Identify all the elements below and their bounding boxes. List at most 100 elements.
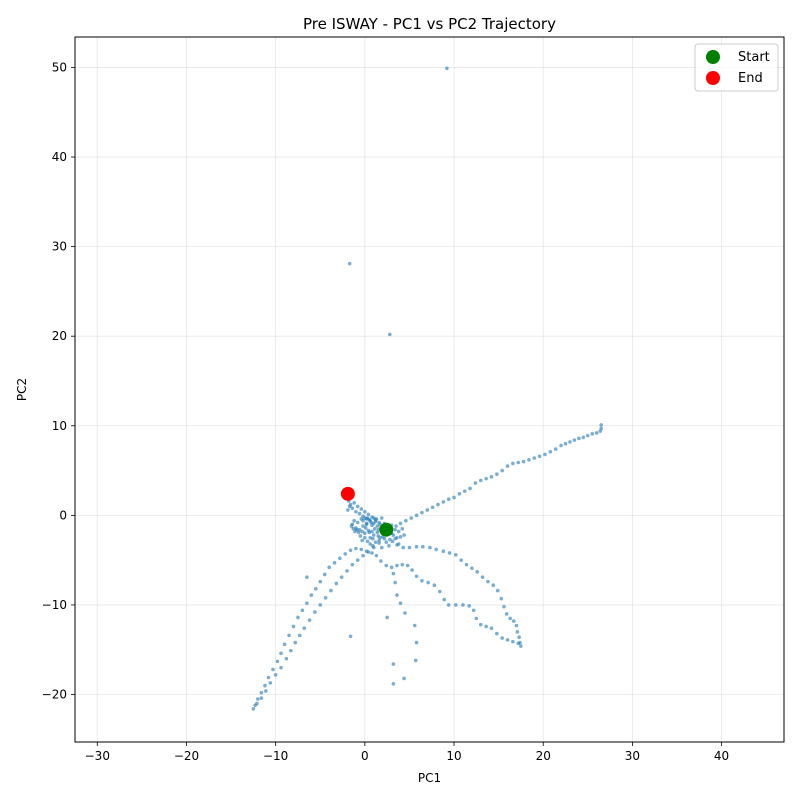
trajectory-point bbox=[282, 642, 287, 647]
trajectory-point bbox=[363, 516, 367, 520]
trajectory-point bbox=[371, 544, 375, 548]
trajectory-point bbox=[414, 574, 419, 579]
trajectory-point bbox=[377, 541, 381, 545]
legend: Start End bbox=[694, 43, 779, 92]
trajectory-point bbox=[279, 651, 283, 656]
trajectory-point bbox=[516, 641, 521, 646]
trajectory-point bbox=[527, 458, 531, 462]
trajectory-point bbox=[454, 552, 458, 557]
trajectory-point bbox=[366, 550, 371, 554]
trajectory-point bbox=[394, 524, 398, 528]
y-tick-label: 20 bbox=[52, 329, 67, 343]
trajectory-point bbox=[598, 429, 603, 433]
trajectory-point bbox=[428, 545, 432, 550]
trajectory-point bbox=[318, 603, 323, 607]
trajectory-point bbox=[305, 575, 309, 579]
trajectory-point bbox=[368, 542, 372, 546]
trajectory-point bbox=[259, 696, 264, 700]
trajectory-point bbox=[287, 633, 291, 638]
trajectory-point bbox=[461, 603, 465, 607]
trajectory-point bbox=[374, 553, 379, 558]
trajectory-point bbox=[464, 562, 469, 567]
trajectory-point bbox=[327, 565, 331, 570]
trajectory-point bbox=[332, 561, 337, 565]
trajectory-point bbox=[387, 544, 391, 548]
trajectory-point bbox=[355, 558, 360, 562]
end-marker bbox=[340, 486, 355, 501]
y-axis-label: PC2 bbox=[15, 378, 29, 401]
trajectory-point bbox=[305, 601, 309, 605]
trajectory-point bbox=[365, 539, 370, 544]
trajectory-point bbox=[363, 526, 368, 530]
trajectory-point bbox=[430, 505, 435, 510]
trajectory-point bbox=[414, 640, 419, 645]
trajectory-point bbox=[385, 615, 389, 620]
trajectory-point bbox=[398, 601, 403, 605]
trajectory-point bbox=[511, 461, 515, 466]
trajectory-point bbox=[462, 489, 467, 493]
trajectory-point bbox=[421, 544, 425, 549]
y-tick-label: 40 bbox=[52, 150, 67, 164]
trajectory-point bbox=[302, 626, 306, 631]
trajectory-point bbox=[346, 508, 350, 512]
trajectory-point bbox=[256, 697, 260, 701]
trajectory-point bbox=[291, 624, 296, 629]
legend-start-marker bbox=[706, 50, 720, 64]
trajectory-point bbox=[446, 603, 451, 607]
trajectory-point bbox=[263, 683, 267, 688]
trajectory-point bbox=[347, 261, 352, 266]
y-tick-label: 10 bbox=[52, 419, 67, 433]
x-tick-label: 10 bbox=[446, 749, 461, 763]
trajectory-point bbox=[478, 478, 483, 483]
trajectory-point bbox=[590, 432, 595, 436]
trajectory-point bbox=[355, 520, 360, 525]
trajectory-point bbox=[371, 516, 376, 520]
trajectory-point bbox=[420, 510, 424, 515]
legend-start-label: Start bbox=[738, 50, 770, 65]
trajectory-point bbox=[425, 508, 430, 512]
trajectory-point bbox=[359, 547, 364, 552]
trajectory-point bbox=[478, 622, 483, 627]
trajectory-point bbox=[505, 464, 510, 468]
trajectory-point bbox=[293, 640, 298, 645]
trajectory-point bbox=[307, 618, 312, 622]
trajectory-point bbox=[447, 551, 452, 555]
trajectory-point bbox=[389, 565, 394, 570]
trajectory-point bbox=[437, 589, 442, 594]
trajectory-point bbox=[500, 468, 504, 473]
trajectory-point bbox=[391, 662, 396, 666]
trajectory-point bbox=[409, 516, 414, 520]
trajectory-point bbox=[361, 518, 365, 523]
trajectory-point bbox=[366, 512, 371, 517]
trajectory-point bbox=[369, 520, 373, 525]
trajectory-point bbox=[395, 563, 399, 568]
trajectory-point bbox=[334, 581, 339, 586]
trajectory-point bbox=[376, 527, 381, 532]
trajectory-point bbox=[432, 583, 437, 588]
y-tick-label: 50 bbox=[52, 60, 67, 74]
trajectory-point bbox=[371, 533, 376, 537]
start-marker bbox=[379, 522, 394, 537]
trajectory-point bbox=[398, 521, 403, 526]
trajectory-point bbox=[434, 547, 438, 552]
trajectory-point bbox=[553, 447, 558, 451]
trajectory-point bbox=[441, 549, 446, 553]
trajectory-point bbox=[521, 459, 526, 464]
trajectory-point bbox=[446, 497, 451, 502]
trajectory-point bbox=[484, 476, 488, 481]
trajectory-point bbox=[548, 449, 553, 454]
trajectory-point bbox=[459, 558, 463, 562]
trajectory-point bbox=[367, 518, 372, 522]
trajectory-point bbox=[400, 562, 405, 567]
trajectory-point bbox=[599, 423, 603, 427]
trajectory-point bbox=[296, 615, 300, 620]
trajectory-point bbox=[354, 546, 358, 551]
trajectory-point bbox=[348, 634, 353, 639]
trajectory-point bbox=[577, 436, 581, 441]
trajectory-point bbox=[532, 456, 537, 460]
trajectory-point bbox=[251, 707, 256, 711]
plot-frame bbox=[74, 36, 785, 743]
trajectory-point bbox=[371, 536, 375, 541]
trajectory-point bbox=[353, 529, 357, 534]
